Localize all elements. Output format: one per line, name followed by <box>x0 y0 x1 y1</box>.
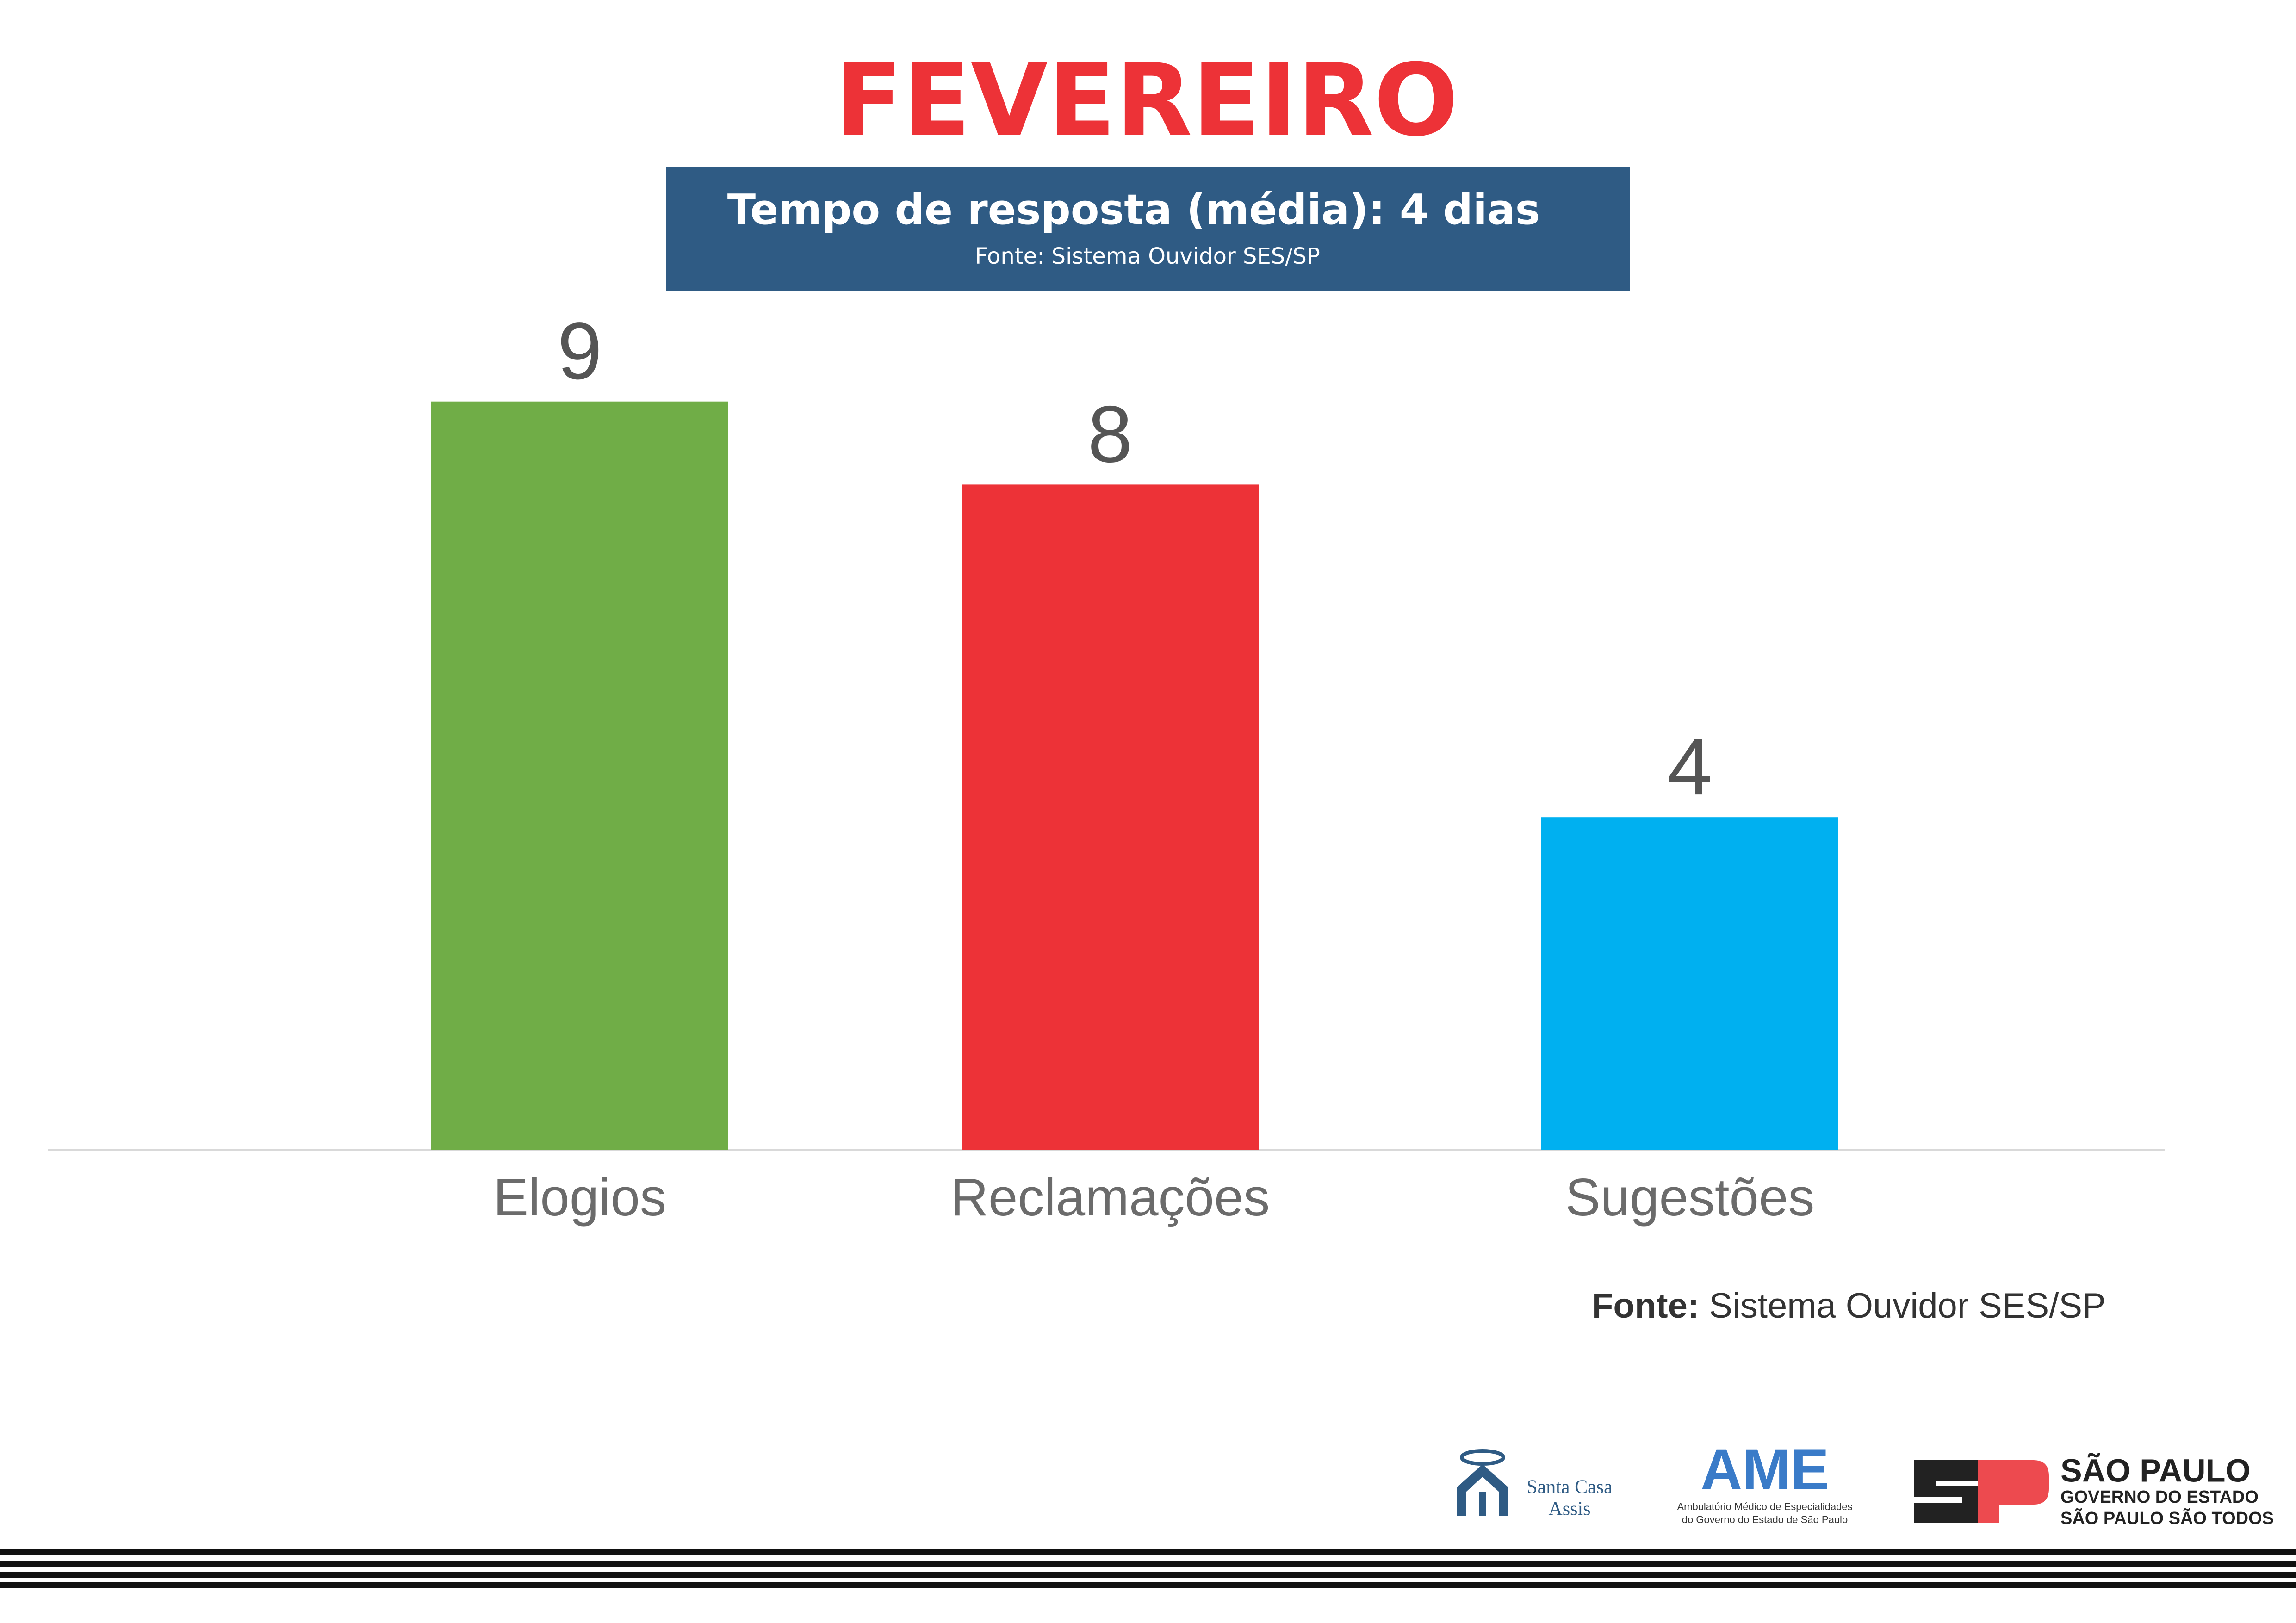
stripe <box>0 1549 2296 1555</box>
value-label: 8 <box>1088 389 1133 479</box>
bar <box>431 401 728 1150</box>
logo-title: AME <box>1700 1437 1829 1502</box>
plot: 9 Elogios 8 Reclamações 4 Sugestões <box>48 306 2165 1227</box>
subtitle-box <box>666 167 1630 291</box>
bar <box>962 484 1259 1150</box>
ame-logo: AME Ambulatório Médico de Especialidades… <box>1677 1437 1852 1525</box>
chart-title: FEVEREIRO <box>835 42 1458 158</box>
logo-house <box>1457 1464 1508 1516</box>
logo-halo <box>1460 1449 1505 1466</box>
stripe <box>0 1561 2296 1567</box>
source-label: Fonte: <box>1592 1286 1699 1326</box>
x-tick-label: Reclamações <box>950 1168 1270 1227</box>
x-tick-label: Elogios <box>493 1168 666 1227</box>
chart-subtitle: Tempo de resposta (média): 4 dias <box>727 186 1540 234</box>
logo-text: Assis <box>1548 1499 1590 1520</box>
value-label: 9 <box>558 306 602 396</box>
source-text: Sistema Ouvidor SES/SP <box>1709 1286 2105 1326</box>
logo-p <box>1978 1460 2049 1523</box>
bar <box>1541 817 1838 1150</box>
footer-source: Fonte: Sistema Ouvidor SES/SP <box>1592 1286 2106 1326</box>
logo-text: Santa Casa <box>1527 1477 1613 1498</box>
value-label: 4 <box>1668 721 1713 812</box>
logo-s <box>1914 1460 1985 1523</box>
stripe <box>0 1572 2296 1578</box>
subtitle-source: Fonte: Sistema Ouvidor SES/SP <box>975 243 1320 269</box>
footer-stripes <box>0 1549 2296 1588</box>
sao-paulo-logo: SÃO PAULO GOVERNO DO ESTADO SÃO PAULO SÃ… <box>1914 1452 2274 1528</box>
logo-text: GOVERNO DO ESTADO <box>2060 1487 2259 1507</box>
santa-casa-logo: Santa Casa Assis <box>1457 1449 1613 1520</box>
logo-text: do Governo do Estado de São Paulo <box>1682 1514 1848 1525</box>
logo-title: SÃO PAULO <box>2060 1452 2251 1488</box>
logo-text: Ambulatório Médico de Especialidades <box>1677 1501 1852 1512</box>
logo-door <box>1479 1492 1486 1516</box>
stripe <box>0 1582 2296 1588</box>
logo-text: SÃO PAULO SÃO TODOS <box>2060 1508 2274 1528</box>
x-tick-label: Sugestões <box>1565 1168 1815 1227</box>
